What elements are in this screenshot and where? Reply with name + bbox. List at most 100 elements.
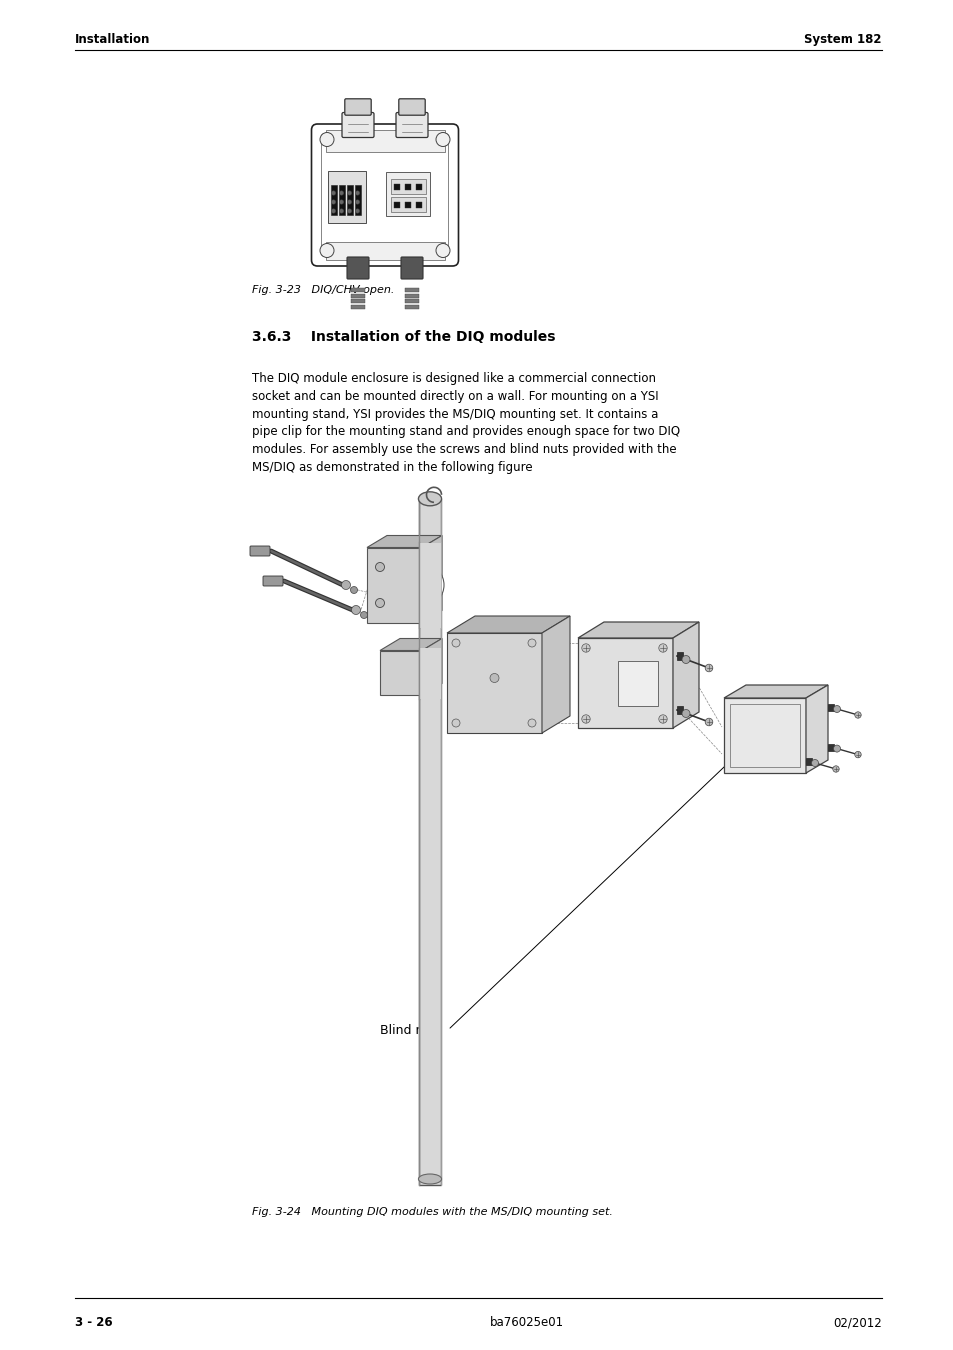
Bar (330, 185, 336, 215)
Polygon shape (379, 651, 421, 695)
Polygon shape (541, 616, 569, 733)
Circle shape (681, 656, 689, 663)
Text: socket and can be mounted directly on a wall. For mounting on a YSI: socket and can be mounted directly on a … (252, 390, 658, 402)
Circle shape (319, 243, 334, 258)
Bar (405, 293, 418, 297)
Circle shape (659, 714, 666, 724)
FancyBboxPatch shape (400, 256, 422, 279)
Bar (418, 498, 440, 1185)
Bar (351, 305, 365, 309)
Polygon shape (672, 622, 699, 728)
Bar (827, 703, 833, 711)
Circle shape (527, 639, 536, 647)
Polygon shape (367, 548, 421, 622)
Circle shape (331, 209, 335, 213)
Bar (418, 543, 440, 628)
Text: ba76025e01: ba76025e01 (490, 1316, 563, 1328)
Circle shape (833, 745, 840, 752)
FancyBboxPatch shape (312, 124, 458, 266)
FancyBboxPatch shape (344, 99, 371, 115)
Bar (325, 130, 444, 153)
Circle shape (452, 639, 459, 647)
FancyBboxPatch shape (341, 112, 374, 138)
Circle shape (452, 720, 459, 728)
Polygon shape (447, 616, 569, 633)
Circle shape (490, 674, 498, 683)
Circle shape (355, 209, 359, 213)
Bar (405, 184, 411, 190)
Bar (394, 184, 399, 190)
FancyBboxPatch shape (398, 99, 425, 115)
Circle shape (527, 720, 536, 728)
FancyBboxPatch shape (250, 545, 270, 556)
Bar (346, 185, 352, 215)
Bar (405, 298, 418, 302)
Circle shape (681, 710, 689, 717)
Circle shape (355, 190, 359, 196)
Bar (405, 202, 411, 208)
Polygon shape (367, 536, 441, 548)
Text: Blind nut: Blind nut (379, 1023, 436, 1037)
Bar (677, 706, 682, 714)
Text: Fig. 3-24   Mounting DIQ modules with the MS/DIQ mounting set.: Fig. 3-24 Mounting DIQ modules with the … (252, 1207, 612, 1216)
Polygon shape (578, 639, 672, 728)
Bar (827, 744, 833, 751)
FancyBboxPatch shape (390, 178, 425, 193)
FancyBboxPatch shape (263, 576, 283, 586)
Bar (405, 305, 418, 309)
Polygon shape (447, 633, 541, 733)
Circle shape (360, 612, 367, 618)
Bar (618, 662, 658, 706)
Bar (351, 288, 365, 292)
Bar (325, 242, 444, 261)
Bar (416, 184, 421, 190)
Circle shape (347, 190, 352, 196)
Text: modules. For assembly use the screws and blind nuts provided with the: modules. For assembly use the screws and… (252, 443, 676, 456)
Bar (351, 298, 365, 302)
Polygon shape (379, 639, 441, 651)
Bar (729, 703, 800, 767)
Wedge shape (421, 563, 443, 606)
Polygon shape (723, 684, 827, 698)
Circle shape (347, 200, 352, 204)
Circle shape (854, 752, 861, 757)
FancyBboxPatch shape (395, 112, 428, 138)
Wedge shape (421, 656, 439, 690)
Polygon shape (723, 698, 805, 774)
Circle shape (375, 598, 384, 608)
Polygon shape (421, 536, 441, 622)
Circle shape (704, 718, 712, 726)
Circle shape (436, 132, 450, 147)
Text: 02/2012: 02/2012 (832, 1316, 882, 1328)
Circle shape (832, 765, 839, 772)
Bar (338, 185, 344, 215)
Circle shape (375, 563, 384, 571)
Circle shape (339, 209, 343, 213)
Ellipse shape (418, 491, 441, 506)
Circle shape (581, 644, 590, 652)
Text: The DIQ module enclosure is designed like a commercial connection: The DIQ module enclosure is designed lik… (252, 373, 656, 385)
Polygon shape (421, 639, 441, 695)
Circle shape (704, 664, 712, 672)
Text: pipe clip for the mounting stand and provides enough space for two DIQ: pipe clip for the mounting stand and pro… (252, 425, 679, 439)
Text: Fig. 3-23   DIQ/CHV open.: Fig. 3-23 DIQ/CHV open. (252, 285, 394, 296)
Bar (677, 652, 682, 660)
Circle shape (319, 132, 334, 147)
Circle shape (331, 200, 335, 204)
FancyBboxPatch shape (390, 197, 425, 212)
Bar (418, 648, 440, 698)
Circle shape (854, 711, 861, 718)
Circle shape (581, 714, 590, 724)
Circle shape (341, 580, 350, 590)
Circle shape (347, 209, 352, 213)
Polygon shape (578, 622, 699, 639)
FancyBboxPatch shape (386, 171, 430, 216)
Text: MS/DIQ as demonstrated in the following figure: MS/DIQ as demonstrated in the following … (252, 460, 532, 474)
Circle shape (331, 190, 335, 196)
FancyBboxPatch shape (347, 256, 369, 279)
Bar (394, 202, 399, 208)
Circle shape (436, 243, 450, 258)
Circle shape (811, 760, 818, 767)
Bar (355, 185, 360, 215)
Text: mounting stand, YSI provides the MS/DIQ mounting set. It contains a: mounting stand, YSI provides the MS/DIQ … (252, 408, 658, 421)
